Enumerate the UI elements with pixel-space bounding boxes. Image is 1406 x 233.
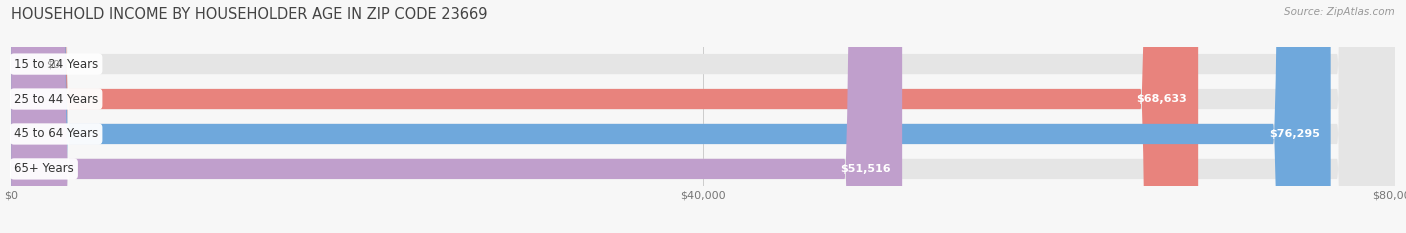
Text: $76,295: $76,295: [1268, 129, 1320, 139]
Text: 15 to 24 Years: 15 to 24 Years: [14, 58, 98, 71]
Text: 65+ Years: 65+ Years: [14, 162, 73, 175]
Text: 25 to 44 Years: 25 to 44 Years: [14, 93, 98, 106]
FancyBboxPatch shape: [11, 0, 1395, 233]
FancyBboxPatch shape: [11, 0, 1395, 233]
Text: $51,516: $51,516: [841, 164, 891, 174]
Text: HOUSEHOLD INCOME BY HOUSEHOLDER AGE IN ZIP CODE 23669: HOUSEHOLD INCOME BY HOUSEHOLDER AGE IN Z…: [11, 7, 488, 22]
FancyBboxPatch shape: [11, 0, 1198, 233]
Text: Source: ZipAtlas.com: Source: ZipAtlas.com: [1284, 7, 1395, 17]
FancyBboxPatch shape: [11, 0, 1395, 233]
Text: 45 to 64 Years: 45 to 64 Years: [14, 127, 98, 140]
FancyBboxPatch shape: [11, 0, 903, 233]
Text: $0: $0: [46, 59, 60, 69]
Text: $68,633: $68,633: [1136, 94, 1187, 104]
FancyBboxPatch shape: [11, 0, 1395, 233]
FancyBboxPatch shape: [11, 0, 1330, 233]
